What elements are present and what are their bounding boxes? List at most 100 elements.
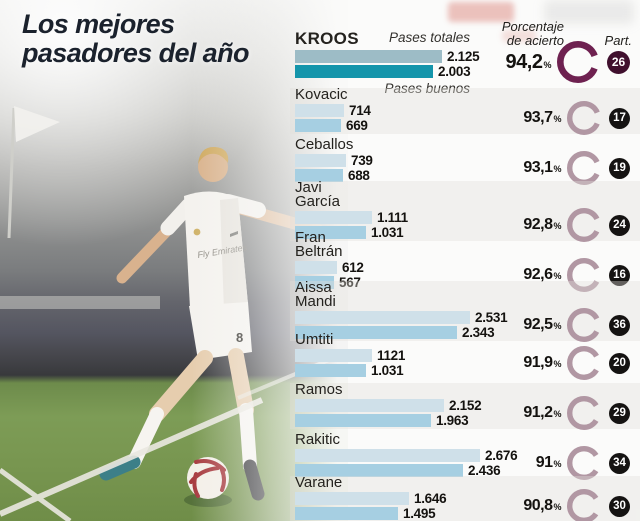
value-pases-buenos: 1.495: [403, 506, 436, 521]
bar-line: 739: [295, 153, 640, 168]
bar-pases-buenos: [295, 65, 433, 78]
percent-sign: %: [553, 502, 561, 512]
stand-chairs: [0, 296, 160, 309]
bar-line: 688: [295, 168, 640, 183]
percent-sign: %: [553, 321, 561, 331]
accuracy-donut: [567, 346, 601, 380]
bar-line: 714: [295, 103, 640, 118]
value-pases-buenos: 1.963: [436, 413, 469, 428]
accuracy-cluster: 92,8% 24: [495, 208, 630, 242]
accuracy-donut: [567, 446, 601, 480]
percent-sign: %: [553, 271, 561, 281]
player-row-varane: Varane 1.646 1.495 90,8% 30: [290, 474, 640, 521]
percent-sign: %: [553, 459, 561, 469]
ball-icon: [184, 457, 232, 507]
column-header-accuracy: Porcentaje de acierto: [501, 19, 564, 48]
value-pases-buenos: 1.031: [371, 225, 404, 240]
player-figure: Fly Emirates 8: [99, 146, 324, 501]
accuracy-value: 93,7: [523, 109, 553, 126]
value-pases-buenos: 567: [339, 275, 361, 290]
page-title: Los mejores pasadores del año: [22, 10, 249, 68]
matches-badge: 24: [609, 214, 630, 236]
bar-line: 2.003: [295, 64, 640, 79]
matches-badge: 30: [609, 495, 630, 517]
matches-badge: 34: [609, 452, 630, 474]
accuracy-donut: [567, 101, 601, 135]
accuracy-cluster: 94,2% 26: [485, 41, 630, 83]
bar-pases-totales: [295, 211, 372, 224]
player-row-javi-garcía: Javi García 1.111 1.031 92,8% 24: [290, 180, 640, 242]
value-pases-buenos: 2.436: [468, 463, 501, 478]
bar-pases-totales: [295, 449, 480, 462]
corner-flag-icon: [7, 106, 60, 239]
percent-sign: %: [553, 359, 561, 369]
accuracy-value: 92,6: [523, 266, 553, 283]
player-name: Ceballos: [295, 136, 354, 153]
value-pases-buenos: 688: [348, 168, 370, 183]
value-pases-totales: 2.125: [447, 49, 480, 64]
bar-pases-buenos: [295, 119, 341, 132]
percent-sign: %: [553, 409, 561, 419]
matches-badge: 19: [609, 157, 630, 179]
player-name: Umtiti: [295, 331, 334, 348]
bar-pases-buenos: [295, 326, 457, 339]
stadium-screen-blob: [448, 2, 514, 22]
percent-sign: %: [553, 164, 561, 174]
accuracy-percentage: 91,9%: [495, 354, 561, 372]
stadium-screen-blob: [544, 0, 634, 24]
bar-line: 1.495: [295, 506, 640, 521]
accuracy-cluster: 93,1% 19: [495, 151, 630, 185]
player-row-umtiti: Umtiti 1121 1.031 91,9% 20: [290, 331, 640, 380]
bar-pases-buenos: [295, 276, 334, 289]
player-name: KROOS: [295, 29, 359, 48]
value-pases-totales: 1121: [377, 348, 406, 363]
player-row-ceballos: Ceballos 739 688 93,1% 19: [290, 136, 640, 185]
bar-line: 1.963: [295, 413, 640, 428]
value-pases-totales: 2.531: [475, 310, 508, 325]
bar-line: 1.646: [295, 491, 640, 506]
bar-line: 2.676: [295, 448, 640, 463]
player-name: Varane: [295, 474, 343, 491]
player-name: Fran Beltrán: [295, 229, 343, 260]
bar-pases-buenos: [295, 226, 366, 239]
accuracy-percentage: 92,6%: [495, 266, 561, 284]
percent-sign: %: [553, 114, 561, 124]
accuracy-cluster: 93,7% 17: [495, 101, 630, 135]
percent-sign: %: [543, 59, 551, 70]
accuracy-cluster: 92,5% 36: [495, 308, 630, 342]
value-pases-totales: 1.646: [414, 491, 447, 506]
accuracy-percentage: 90,8%: [495, 497, 561, 515]
matches-badge: 20: [609, 352, 630, 374]
accuracy-donut: [567, 151, 601, 185]
value-pases-buenos: 2.003: [438, 64, 471, 79]
bar-line: 2.436: [295, 463, 640, 478]
accuracy-cluster: 91,9% 20: [495, 346, 630, 380]
value-pases-totales: 714: [349, 103, 371, 118]
player-row-rakitic: Rakitic 2.676 2.436 91% 34: [290, 432, 640, 480]
accuracy-donut: [567, 208, 601, 242]
bar-pases-buenos: [295, 464, 463, 477]
matches-badge: 16: [609, 264, 630, 286]
bar-pases-buenos: [295, 364, 366, 377]
accuracy-cluster: 90,8% 30: [495, 489, 630, 521]
chart-panel: Porcentaje de acierto Part. KROOS 2.125 2.…: [290, 0, 640, 521]
accuracy-value: 91,2: [523, 404, 553, 421]
accuracy-donut: [567, 489, 601, 521]
bar-pases-totales: [295, 50, 442, 63]
series-label-pases-totales: Pases totales: [388, 30, 470, 45]
bar-pases-totales: [295, 492, 409, 505]
player-name: Ramos: [295, 381, 343, 398]
value-pases-buenos: 669: [346, 118, 368, 133]
accuracy-cluster: 91,2% 29: [495, 396, 630, 430]
bar-pases-buenos: [295, 507, 398, 520]
accuracy-percentage: 92,5%: [495, 316, 561, 334]
bar-line: 1.031: [295, 225, 640, 240]
accuracy-value: 92,8: [523, 216, 553, 233]
accuracy-value: 91,9: [523, 354, 553, 371]
bar-line: 2.343: [295, 325, 640, 340]
value-pases-buenos: 1.031: [371, 363, 404, 378]
accuracy-donut: [567, 258, 601, 292]
player-row-kroos: KROOS 2.125 2.003 Pases totales Pases buenos…: [290, 29, 640, 96]
matches-badge: 17: [609, 107, 630, 129]
